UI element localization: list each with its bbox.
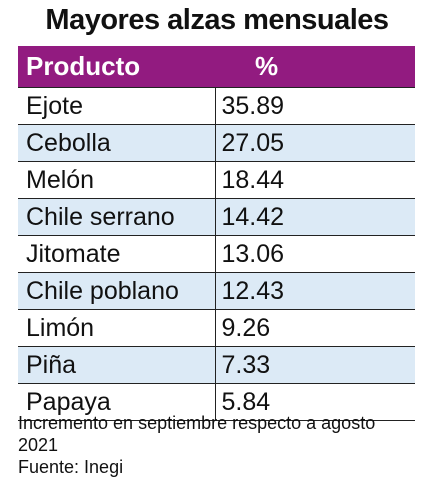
table-row: Chile serrano 14.42 [18, 198, 415, 236]
product-cell: Cebolla [18, 124, 215, 162]
percent-cell: 12.43 [214, 272, 415, 310]
column-header: Producto [18, 46, 215, 88]
percent-cell: 35.89 [214, 87, 415, 125]
percent-cell: 14.42 [214, 198, 415, 236]
product-cell: Chile serrano [18, 198, 215, 236]
product-cell: Papaya [18, 383, 215, 421]
table-row: Piña 7.33 [18, 346, 415, 384]
table-row: Chile poblano 12.43 [18, 272, 415, 310]
percent-cell: 9.26 [214, 309, 415, 347]
table-row: Melón 18.44 [18, 161, 415, 199]
title: Mayores alzas mensuales [45, 4, 389, 36]
product-cell: Piña [18, 346, 215, 384]
table-row: Papaya 5.84 [18, 383, 415, 421]
header-row: Producto % [18, 46, 415, 88]
table-row: Jitomate 13.06 [18, 235, 415, 273]
product-cell: Jitomate [18, 235, 215, 273]
percent-cell: 7.33 [214, 346, 415, 384]
percent-cell: 13.06 [214, 235, 415, 273]
note: Incremento en septiembre respecto a agos… [18, 413, 376, 455]
table-row: Cebolla 27.05 [18, 124, 415, 162]
product-cell: Melón [18, 161, 215, 199]
percent-cell: 27.05 [214, 124, 415, 162]
table-row: Limón 9.26 [18, 309, 415, 347]
product-cell: Chile poblano [18, 272, 215, 310]
product-cell: Limón [18, 309, 215, 347]
column-header: % [215, 46, 415, 88]
percent-cell: 5.84 [214, 383, 415, 421]
footer: Incremento en septiembre respecto a agos… [18, 412, 388, 478]
table: Producto % Ejote 35.89 Cebolla 27.05 Melón 18… [18, 46, 415, 421]
product-cell: Ejote [18, 87, 215, 125]
source: Fuente: Inegi [18, 457, 124, 477]
percent-cell: 18.44 [214, 161, 415, 199]
table-row: Ejote 35.89 [18, 87, 415, 125]
